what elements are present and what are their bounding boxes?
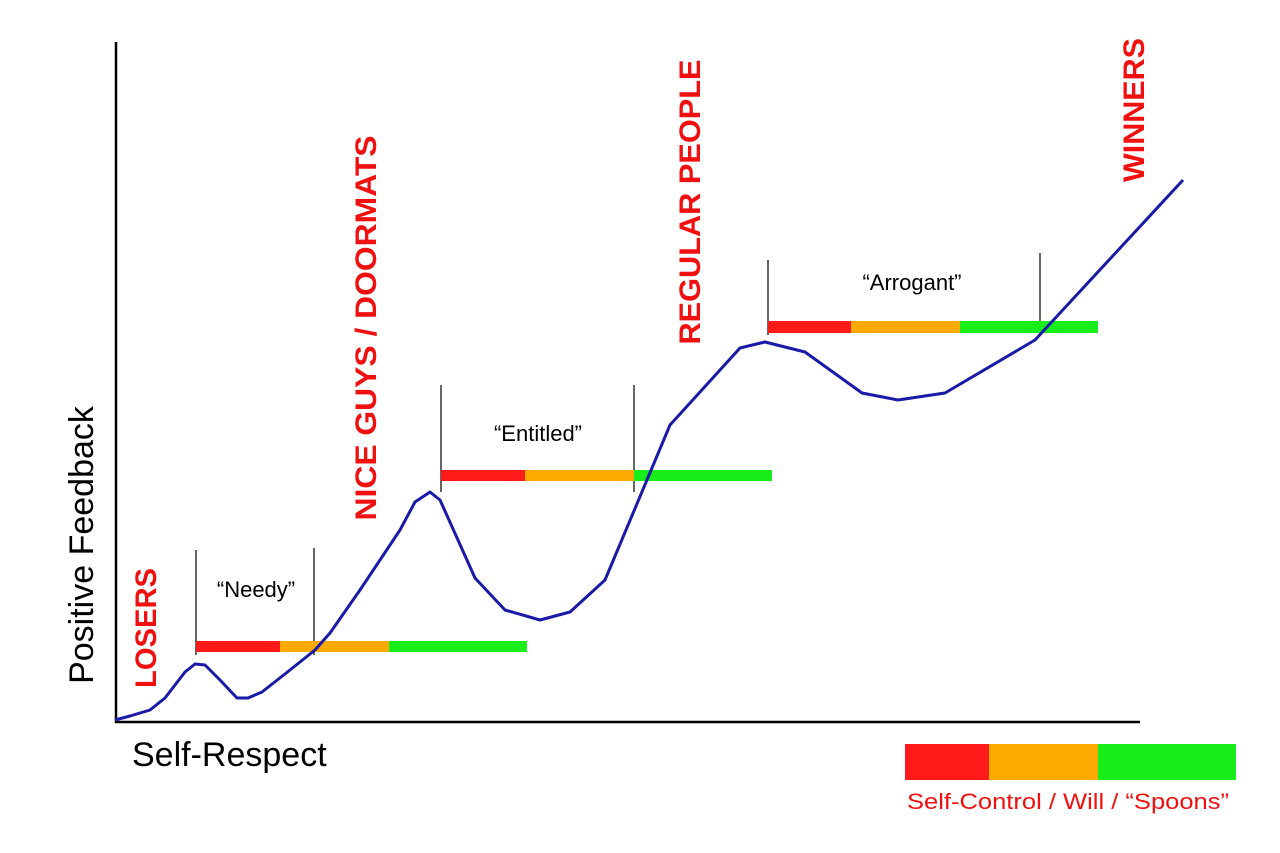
zone-label: “Entitled” <box>494 421 582 446</box>
zone-label: “Arrogant” <box>862 270 961 295</box>
zone-label: “Needy” <box>217 577 295 602</box>
x-axis-label: Self-Respect <box>132 736 327 774</box>
needy-zone <box>195 548 527 655</box>
legend-bar <box>905 744 1236 780</box>
legend-label: Self-Control / Will / “Spoons” <box>907 789 1229 814</box>
group-label: LOSERS <box>130 568 163 688</box>
group-label: REGULAR PEOPLE <box>674 60 707 345</box>
entitled-zone <box>440 385 772 492</box>
group-label: WINNERS <box>1118 38 1151 182</box>
arrogant-zone <box>767 253 1098 335</box>
group-label: NICE GUYS / DOORMATS <box>350 136 383 521</box>
curve <box>114 178 1185 722</box>
y-axis-label: Positive Feedback <box>63 405 101 684</box>
